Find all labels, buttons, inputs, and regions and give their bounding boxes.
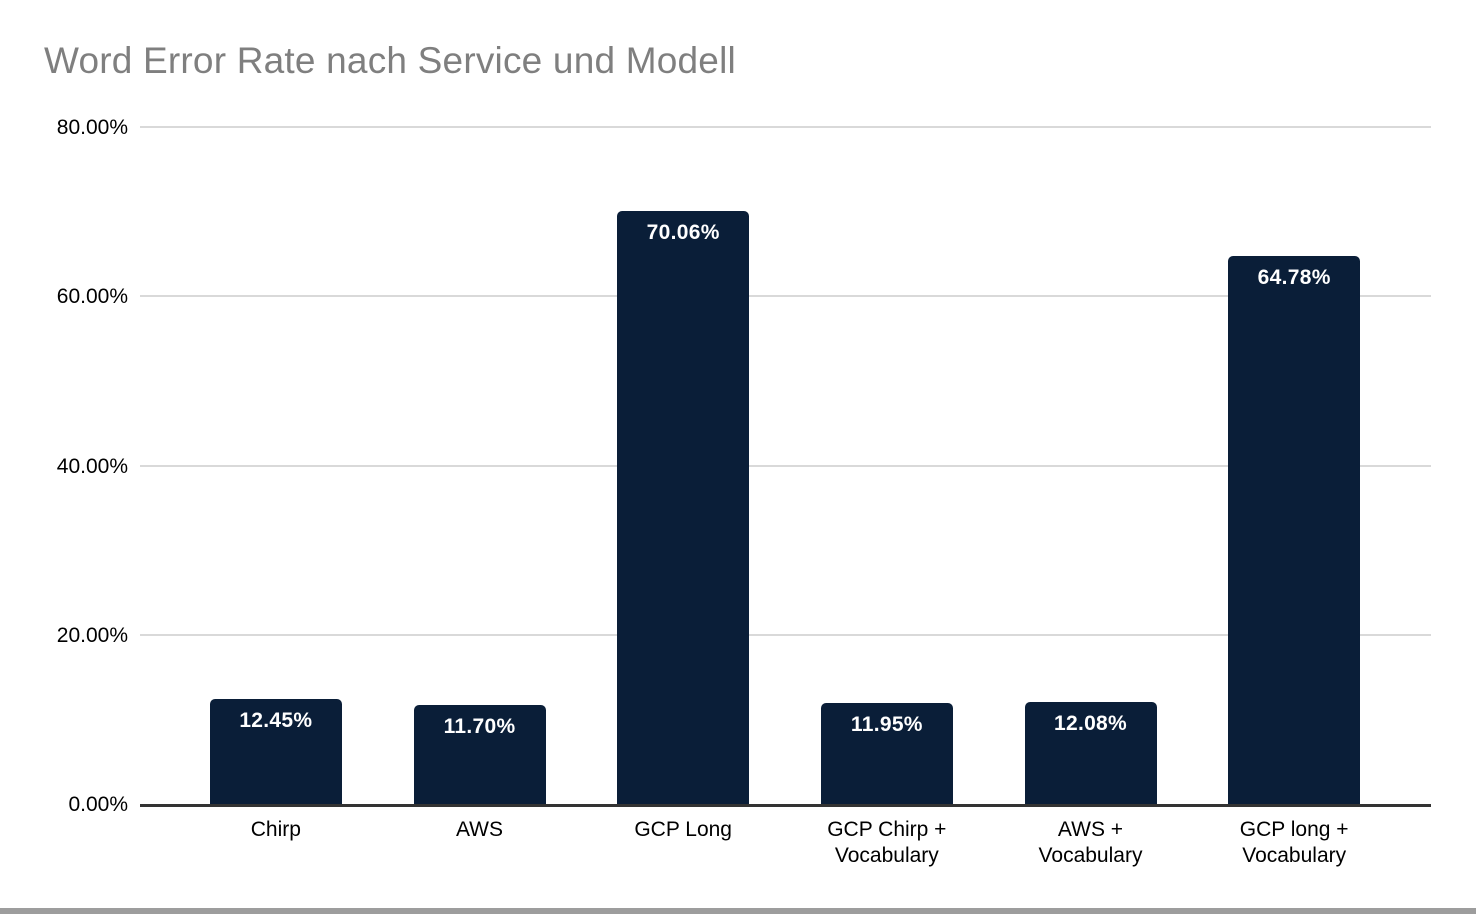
bar-value-label: 12.45%	[239, 708, 313, 732]
bar-value-label: 11.70%	[443, 714, 516, 738]
chart-title: Word Error Rate nach Service und Modell	[44, 40, 736, 81]
bar: 64.78%	[1228, 255, 1361, 804]
y-tick-label: 60.00%	[56, 285, 128, 309]
bar: 11.70%	[413, 704, 546, 804]
y-gridline	[140, 464, 1431, 467]
x-axis-line	[140, 804, 1431, 807]
x-tick-label: AWS + Vocabulary	[1038, 818, 1143, 867]
bar: 11.95%	[820, 702, 953, 804]
bar-value-label: 70.06%	[646, 221, 720, 245]
y-gridline	[140, 295, 1431, 298]
bar: 12.45%	[209, 698, 342, 804]
x-tick-label: GCP Long	[634, 818, 732, 841]
bar-value-label: 11.95%	[850, 712, 923, 736]
y-tick-label: 20.00%	[56, 623, 128, 647]
x-tick-label: GCP long + Vocabulary	[1239, 818, 1349, 867]
y-tick-label: 40.00%	[56, 454, 128, 478]
x-tick-label: GCP Chirp + Vocabulary	[827, 818, 947, 867]
bar-value-label: 12.08%	[1053, 711, 1128, 735]
bar-value-label: 64.78%	[1257, 265, 1331, 289]
bottom-border-strip	[0, 908, 1476, 914]
y-gridline	[140, 633, 1431, 636]
y-tick-label: 0.00%	[68, 793, 128, 816]
bar: 12.08%	[1024, 701, 1157, 804]
bar: 70.06%	[617, 211, 750, 804]
x-tick-label: Chirp	[250, 818, 301, 841]
x-tick-label: AWS	[455, 818, 504, 841]
y-tick-label: 80.00%	[56, 116, 128, 139]
y-gridline	[140, 126, 1431, 128]
